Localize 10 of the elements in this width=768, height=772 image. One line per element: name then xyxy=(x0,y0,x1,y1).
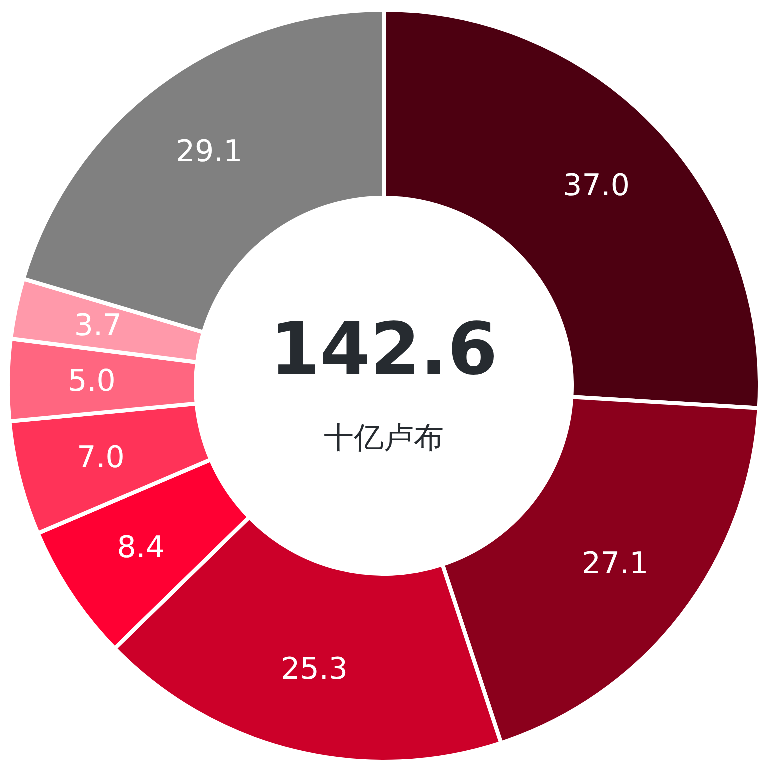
text: 142.6 xyxy=(270,307,498,391)
data-label: 3.7 xyxy=(74,308,122,344)
data-label: 8.4 xyxy=(117,530,165,566)
data-label: 37.0 xyxy=(563,168,630,204)
data-label: 7.0 xyxy=(77,440,125,476)
text: 十亿卢布 xyxy=(324,421,444,456)
data-label: 5.0 xyxy=(68,364,116,399)
data-label: 27.1 xyxy=(582,546,649,582)
data-label: 29.1 xyxy=(176,134,243,170)
data-label: 25.3 xyxy=(281,652,348,688)
